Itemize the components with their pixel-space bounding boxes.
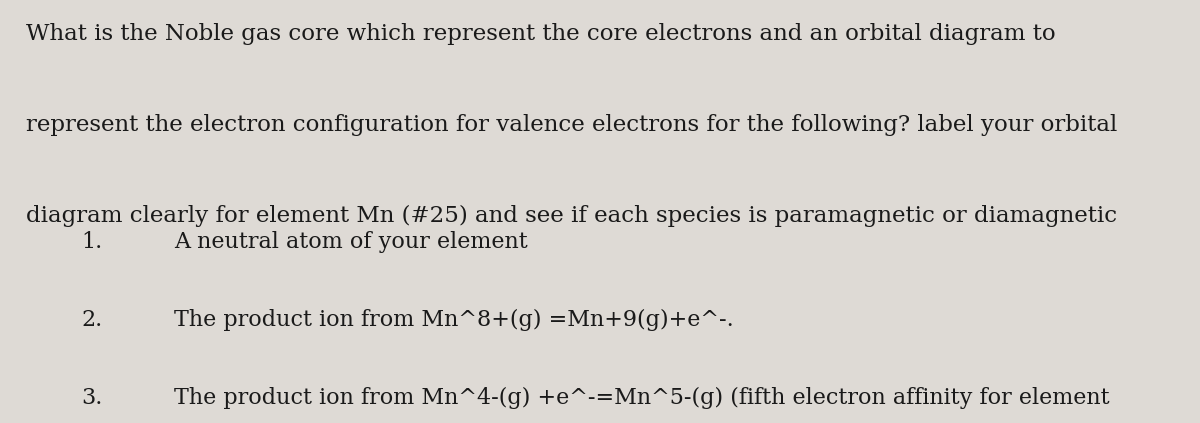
- Text: The product ion from Mn^4-(g) +e^-=Mn^5-(g) (fifth electron affinity for element: The product ion from Mn^4-(g) +e^-=Mn^5-…: [174, 387, 1110, 409]
- Text: A neutral atom of your element: A neutral atom of your element: [174, 231, 528, 253]
- Text: What is the Noble gas core which represent the core electrons and an orbital dia: What is the Noble gas core which represe…: [26, 23, 1056, 45]
- Text: 3.: 3.: [82, 387, 103, 409]
- Text: 1.: 1.: [82, 231, 103, 253]
- Text: 2.: 2.: [82, 309, 103, 331]
- Text: represent the electron configuration for valence electrons for the following? la: represent the electron configuration for…: [26, 114, 1117, 136]
- Text: diagram clearly for element Mn (#25) and see if each species is paramagnetic or : diagram clearly for element Mn (#25) and…: [26, 205, 1117, 227]
- Text: The product ion from Mn^8+(g) =Mn+9(g)+e^-.: The product ion from Mn^8+(g) =Mn+9(g)+e…: [174, 309, 733, 331]
